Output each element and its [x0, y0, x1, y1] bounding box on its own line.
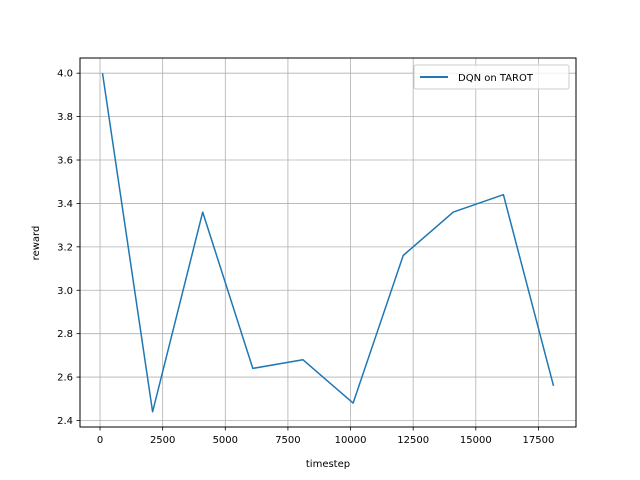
legend-label: DQN on TAROT: [458, 73, 534, 84]
ticks: 0 2500 5000 7500 10000 12500 15000 17500 2.4 2.6 2…: [57, 69, 554, 446]
y-tick-label: 2.6: [57, 373, 73, 384]
x-tick-label: 15000: [460, 435, 492, 446]
x-tick-label: 2500: [150, 435, 175, 446]
y-tick-label: 3.4: [57, 199, 73, 210]
x-tick-label: 12500: [397, 435, 429, 446]
legend-box: [413, 64, 570, 90]
x-tick-label: 7500: [275, 435, 300, 446]
y-tick-label: 3.0: [57, 286, 73, 297]
y-axis-label: reward: [31, 226, 42, 261]
y-tick-label: 3.6: [57, 156, 73, 167]
plot-area-frame: [79, 57, 577, 428]
y-tick-label: 2.4: [57, 416, 73, 427]
y-tick-label: 3.2: [57, 242, 73, 253]
x-tick-label: 17500: [523, 435, 555, 446]
series-line: [101, 73, 555, 413]
grid: [80, 58, 576, 427]
y-tick-label: 3.8: [57, 112, 73, 123]
x-axis-label: timestep: [306, 459, 350, 470]
y-tick-label: 4.0: [57, 69, 73, 80]
y-tick-label: 2.8: [57, 329, 73, 340]
x-tick-label: 5000: [213, 435, 238, 446]
x-tick-label: 0: [97, 435, 103, 446]
series-layer: [101, 73, 555, 413]
legend: DQN on TAROT: [413, 64, 570, 90]
x-tick-label: 10000: [335, 435, 367, 446]
